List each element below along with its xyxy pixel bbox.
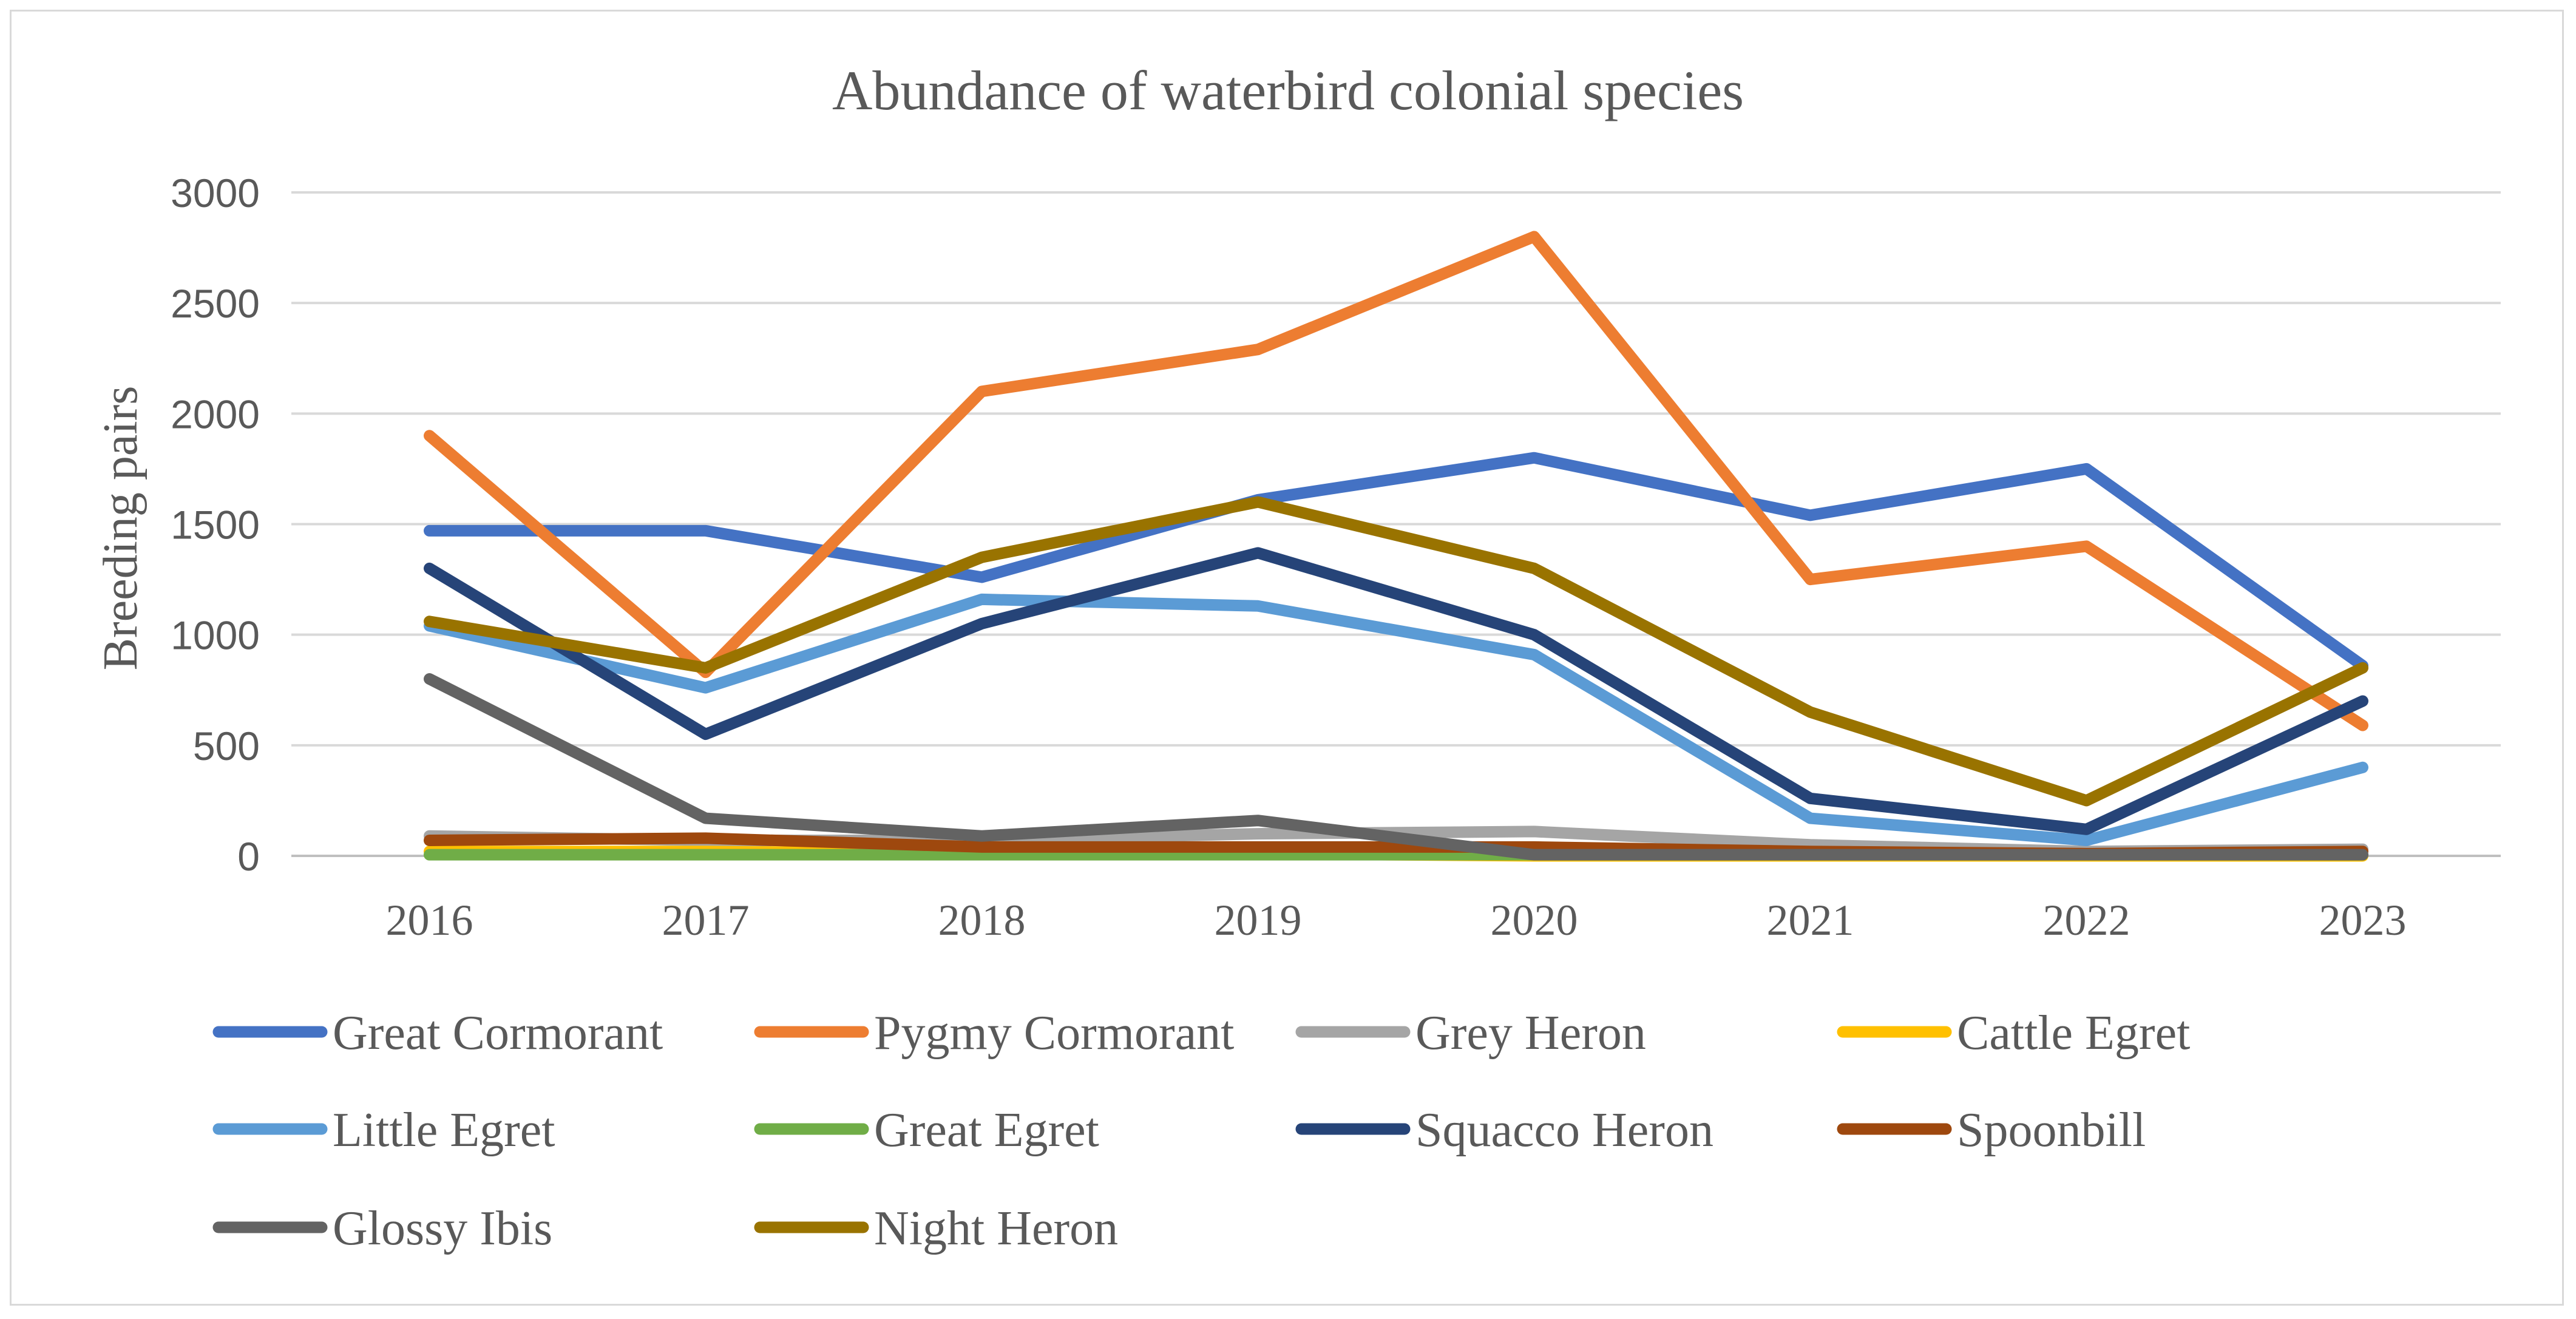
y-tick-label: 1500 <box>171 503 260 548</box>
x-tick-label: 2021 <box>1767 896 1854 944</box>
series-line-night-heron <box>424 496 2368 807</box>
x-tick-label: 2020 <box>1491 896 1578 944</box>
legend-item-great-egret: Great Egret <box>754 1104 1099 1157</box>
legend-item-night-heron: Night Heron <box>754 1202 1118 1255</box>
legend-item-squacco-heron: Squacco Heron <box>1295 1104 1713 1157</box>
chart-title: Abundance of waterbird colonial species <box>832 59 1744 121</box>
legend-item-cattle-egret: Cattle Egret <box>1837 1006 2190 1060</box>
series-line-glossy-ibis <box>424 673 2368 861</box>
legend-label: Squacco Heron <box>1415 1104 1713 1157</box>
legend-item-glossy-ibis: Glossy Ibis <box>212 1202 552 1255</box>
series-line-little-egret <box>424 593 2368 846</box>
legend-item-great-cormorant: Great Cormorant <box>212 1006 663 1060</box>
legend-label: Great Cormorant <box>333 1006 663 1060</box>
y-tick-label: 1000 <box>171 613 260 658</box>
series-line-pygmy-cormorant <box>424 231 2368 731</box>
y-tick-label: 2000 <box>171 392 260 436</box>
x-tick-label: 2019 <box>1215 896 1302 944</box>
x-tick-label: 2022 <box>2043 896 2130 944</box>
x-tick-label: 2023 <box>2319 896 2407 944</box>
series-line-squacco-heron <box>424 547 2368 835</box>
legend-item-pygmy-cormorant: Pygmy Cormorant <box>754 1006 1234 1060</box>
legend-label: Little Egret <box>333 1104 555 1157</box>
series-lines <box>424 231 2368 862</box>
y-axis-ticks: 0 500 1000 1500 2000 2500 3000 <box>171 171 260 879</box>
legend-label: Great Egret <box>874 1104 1099 1157</box>
legend-label: Pygmy Cormorant <box>874 1006 1234 1060</box>
legend-label: Spoonbill <box>1957 1104 2146 1157</box>
chart-frame <box>10 10 2564 1306</box>
x-tick-label: 2016 <box>386 896 473 944</box>
y-tick-label: 0 <box>237 834 260 879</box>
legend-label: Grey Heron <box>1415 1006 1646 1060</box>
y-axis-label: Breeding pairs <box>94 386 147 671</box>
legend-item-grey-heron: Grey Heron <box>1295 1006 1646 1060</box>
x-tick-label: 2018 <box>938 896 1026 944</box>
series-line-great-cormorant <box>424 452 2368 672</box>
legend: Great Cormorant Pygmy Cormorant Grey Heron… <box>212 1006 2190 1255</box>
x-tick-label: 2017 <box>662 896 750 944</box>
legend-label: Cattle Egret <box>1957 1006 2190 1060</box>
y-tick-label: 500 <box>193 724 260 768</box>
legend-label: Glossy Ibis <box>333 1202 552 1255</box>
y-tick-label: 3000 <box>171 171 260 215</box>
legend-label: Night Heron <box>874 1202 1118 1255</box>
y-tick-label: 2500 <box>171 281 260 326</box>
x-axis-ticks: 2016 2017 2018 2019 2020 2021 2022 2023 <box>386 896 2407 944</box>
legend-item-spoonbill: Spoonbill <box>1837 1104 2146 1157</box>
legend-item-little-egret: Little Egret <box>212 1104 555 1157</box>
